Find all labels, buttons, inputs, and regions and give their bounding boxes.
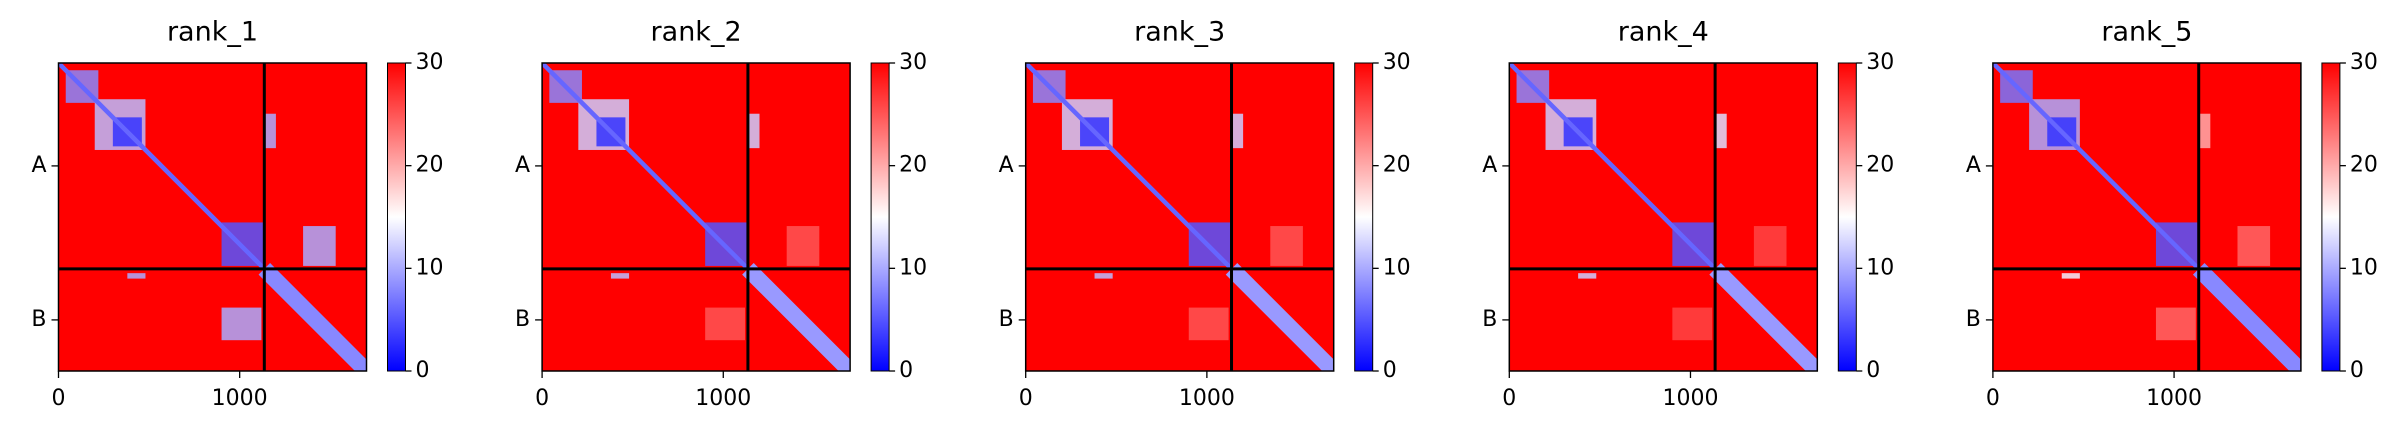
- heatmap-region: [303, 226, 336, 266]
- colorbar: [2321, 62, 2341, 372]
- colorbar-tick-label: 30: [1866, 50, 1894, 75]
- colorbar-tick-label: 10: [1383, 255, 1411, 280]
- x-tick-label: 1000: [695, 386, 751, 411]
- heatmap-region: [1715, 113, 1727, 149]
- panel: rank_1 0 1000 A B 0 10 20 30: [31, 17, 443, 412]
- colorbar-tick-label: 0: [899, 358, 913, 383]
- heatmap-region: [2155, 307, 2196, 341]
- y-tick-label: B: [1966, 307, 1981, 332]
- colorbar-tick-label: 20: [2350, 153, 2378, 178]
- y-tick-label: B: [999, 307, 1014, 332]
- y-tick-label: A: [999, 153, 1014, 178]
- heatmap-region: [1232, 113, 1244, 149]
- x-tick-label: 0: [1986, 386, 2000, 411]
- x-tick-label: 1000: [212, 386, 268, 411]
- heatmap-region: [1270, 226, 1303, 266]
- axes-frame: [1508, 62, 1819, 372]
- heatmap-region: [1753, 226, 1787, 266]
- colorbar-tick-label: 0: [1383, 358, 1397, 383]
- chart-title: rank_1: [167, 17, 258, 48]
- panel: rank_3 0 1000 A B 0 10 20 30: [999, 17, 1411, 412]
- x-tick-label: 0: [52, 386, 66, 411]
- heatmap-region: [705, 307, 746, 341]
- heatmap-region: [265, 113, 276, 149]
- panel: rank_5 0 1000 A B 0 10 20 30: [1966, 17, 2378, 412]
- y-tick-label: B: [1482, 307, 1497, 332]
- chart-title: rank_4: [1618, 17, 1709, 48]
- colorbar-tick-label: 10: [416, 255, 444, 280]
- axes-frame: [1992, 62, 2302, 372]
- heatmap-region: [1672, 307, 1713, 341]
- heatmap: [1025, 63, 1334, 371]
- colorbar-tick-label: 20: [1383, 153, 1411, 178]
- axes-frame: [1024, 62, 1335, 372]
- colorbar: [870, 62, 890, 372]
- colorbar-tick-label: 20: [1866, 153, 1894, 178]
- diagonal-band: [1992, 63, 2201, 271]
- colorbar-tick-label: 0: [2350, 358, 2364, 383]
- chart-title: rank_2: [651, 17, 742, 48]
- diagonal-band: [1709, 263, 1818, 371]
- diagonal-band: [742, 263, 851, 371]
- heatmap: [1992, 63, 2301, 371]
- axes-frame: [57, 62, 368, 372]
- y-tick-label: A: [1482, 153, 1497, 178]
- heatmap-region: [221, 307, 262, 341]
- x-tick-label: 1000: [1662, 386, 1718, 411]
- colorbar-tick-label: 30: [2350, 50, 2378, 75]
- heatmap-region: [2199, 113, 2211, 149]
- y-tick-label: B: [515, 307, 530, 332]
- colorbar-tick-label: 30: [899, 50, 927, 75]
- heatmap: [58, 63, 367, 371]
- y-tick-label: A: [1966, 153, 1981, 178]
- panel: rank_4 0 1000 A B 0 10 20 30: [1482, 17, 1894, 412]
- heatmap-region: [748, 113, 760, 149]
- chart-title: rank_3: [1134, 17, 1225, 48]
- chart-title: rank_5: [2101, 17, 2192, 48]
- heatmap-region: [1188, 307, 1229, 341]
- heatmap-region: [1094, 273, 1113, 279]
- diagonal-band: [1025, 63, 1234, 271]
- colorbar-tick-label: 30: [416, 50, 444, 75]
- panel: rank_2 0 1000 A B 0 10 20 30: [515, 17, 927, 412]
- diagonal-band: [258, 263, 367, 371]
- y-tick-label: A: [31, 153, 46, 178]
- heatmap-region: [2061, 273, 2080, 279]
- heatmap-region: [610, 273, 630, 279]
- colorbar: [387, 62, 406, 372]
- heatmap: [1509, 63, 1818, 371]
- diagonal-band: [1225, 263, 1334, 371]
- colorbar-tick-label: 10: [1866, 255, 1894, 280]
- colorbar-tick-label: 0: [416, 358, 430, 383]
- diagonal-band: [2192, 263, 2301, 371]
- heatmap-region: [127, 273, 146, 279]
- diagonal-band: [1509, 63, 1717, 271]
- colorbar-tick-label: 10: [2350, 255, 2378, 280]
- heatmap-region: [1578, 273, 1597, 279]
- heatmap: [542, 63, 851, 371]
- y-tick-label: B: [31, 307, 46, 332]
- colorbar-tick-label: 30: [1383, 50, 1411, 75]
- colorbar-tick-label: 10: [899, 255, 927, 280]
- colorbar: [1837, 62, 1857, 372]
- heatmap-region: [2237, 226, 2271, 266]
- axes-frame: [541, 62, 851, 372]
- colorbar-tick-label: 0: [1866, 358, 1880, 383]
- diagonal-band: [542, 63, 750, 271]
- colorbar-tick-label: 20: [899, 153, 927, 178]
- diagonal-band: [58, 63, 266, 271]
- x-tick-label: 0: [535, 386, 549, 411]
- heatmap-region: [786, 226, 820, 266]
- x-tick-label: 1000: [1179, 386, 1235, 411]
- colorbar: [1354, 62, 1374, 372]
- colorbar-tick-label: 20: [416, 153, 444, 178]
- x-tick-label: 0: [1019, 386, 1033, 411]
- x-tick-label: 0: [1502, 386, 1516, 411]
- y-tick-label: A: [515, 153, 530, 178]
- x-tick-label: 1000: [2146, 386, 2202, 411]
